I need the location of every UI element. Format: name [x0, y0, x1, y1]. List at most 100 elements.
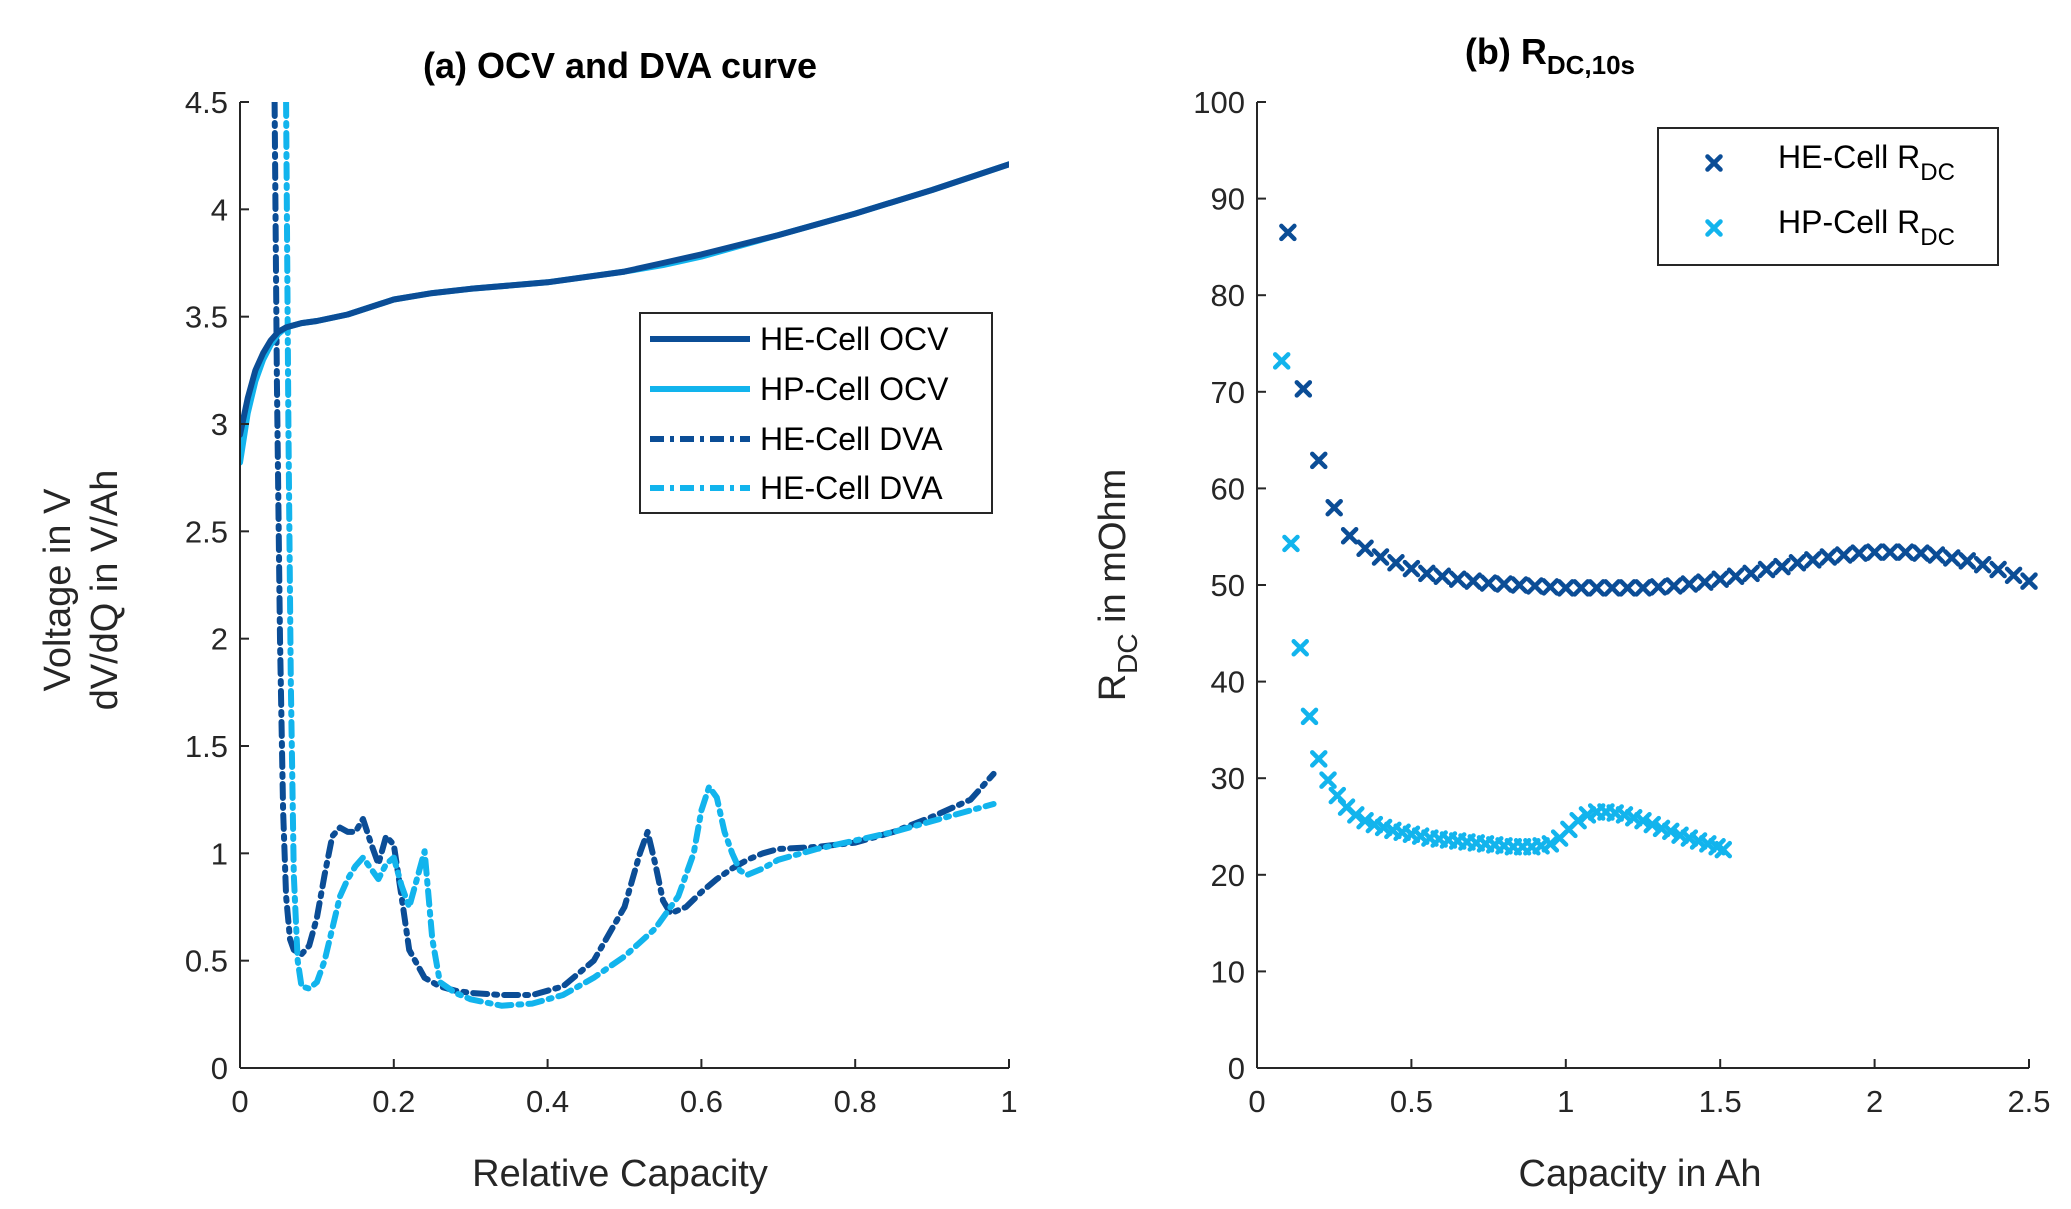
scatter-point-series-0 [1325, 498, 1343, 517]
scatter-point-series-0 [1742, 564, 1760, 583]
scatter-point-series-0 [1757, 560, 1776, 579]
scatter-point-series-0 [1958, 552, 1976, 570]
scatter-point-series-0 [1865, 543, 1884, 561]
legend-label-hp-rdc-main: HP-Cell R [1778, 204, 1920, 240]
panel-b-y-axis-label-rest: in mOhm [1092, 469, 1134, 634]
scatter-point-series-0 [1294, 380, 1313, 398]
scatter-point-series-0 [1557, 579, 1575, 597]
scatter-point-series-1 [1347, 806, 1365, 824]
legend-label-he-rdc-main: HE-Cell R [1778, 139, 1920, 175]
legend-label-hp-ocv: HP-Cell OCV [760, 371, 949, 407]
legend-x-marker-he [1705, 154, 1723, 172]
y-tick-label: 90 [1211, 182, 1245, 217]
panel-a-axes [239, 102, 1009, 1069]
scatter-point-series-1 [1541, 835, 1560, 853]
scatter-point-series-0 [1989, 560, 2007, 579]
y-tick-label: 100 [1193, 85, 1245, 120]
y-tick-label: 0 [211, 1051, 228, 1086]
scatter-point-series-0 [1819, 548, 1838, 566]
scatter-point-series-1 [1662, 822, 1680, 841]
scatter-point-series-1 [1291, 639, 1309, 657]
legend-label-hp-rdc-sub: DC [1920, 224, 1955, 251]
scatter-point-series-0 [1356, 539, 1374, 558]
series-line-2 [271, 102, 997, 998]
scatter-point-series-0 [1371, 548, 1390, 566]
scatter-point-series-0 [1495, 575, 1513, 593]
scatter-point-series-0 [1834, 546, 1853, 564]
panel-b-title-main: (b) R [1465, 31, 1547, 72]
scatter-point-series-0 [1973, 555, 1992, 574]
scatter-point-series-0 [1773, 557, 1791, 576]
scatter-point-series-0 [1804, 551, 1822, 569]
y-tick-label: 30 [1211, 761, 1245, 796]
panel-a-x-ticks: 0 0.2 0.4 0.6 0.8 1 [231, 1059, 1018, 1119]
scatter-point-series-1 [1356, 811, 1374, 830]
x-tick-label: 0.2 [372, 1084, 415, 1119]
scatter-point-series-0 [1479, 574, 1498, 592]
scatter-point-series-0 [1850, 544, 1868, 562]
scatter-point-series-0 [1402, 559, 1421, 578]
panel-a-title: (a) OCV and DVA curve [423, 45, 817, 86]
scatter-point-series-0 [1665, 577, 1683, 595]
panel-a-ocv-dva: (a) OCV and DVA curve 0 0.2 0.4 0.6 0.8 1 0 0.… [37, 45, 1018, 1195]
series-line-3 [283, 102, 997, 1009]
legend-label-he-dva: HE-Cell DVA [760, 421, 943, 457]
y-tick-label: 50 [1211, 568, 1245, 603]
x-tick-label: 1 [1557, 1084, 1574, 1119]
scatter-point-series-0 [1448, 570, 1467, 588]
y-tick-label: 3 [211, 407, 228, 442]
y-tick-label: 20 [1211, 858, 1245, 893]
y-tick-label: 80 [1211, 278, 1245, 313]
scatter-point-series-0 [1711, 570, 1729, 588]
scatter-point-series-0 [1881, 543, 1899, 561]
scatter-point-series-0 [1912, 544, 1930, 562]
panel-a-y-ticks: 0 0.5 1 1.5 2 2.5 3 3.5 4 4.5 [185, 85, 249, 1086]
scatter-point-series-0 [1279, 223, 1297, 242]
legend-x-marker-hp [1705, 219, 1723, 237]
x-tick-label: 0.5 [1390, 1084, 1433, 1119]
legend-label-hp-rdc: HP-Cell RDC [1778, 204, 1955, 251]
panel-b-rdc: (b) RDC,10s 0 0.5 1 1.5 2 2.5 0 10 20 30 40 50 60 70… [1092, 31, 2051, 1195]
scatter-point-series-0 [1572, 579, 1590, 597]
scatter-point-series-1 [1714, 840, 1733, 859]
scatter-point-series-0 [1896, 543, 1915, 561]
panel-a-y-axis-label-line1-group: Voltage in V [37, 488, 79, 691]
legend-label-he-ocv: HE-Cell OCV [760, 321, 949, 357]
scatter-point-series-0 [1387, 554, 1405, 572]
panel-b-y-axis-label: RDC in mOhm [1092, 469, 1143, 702]
panel-b-title: (b) RDC,10s [1465, 31, 1635, 80]
y-tick-label: 2 [211, 622, 228, 657]
legend-marker-he-rdc [1705, 154, 1723, 172]
scatter-point-series-0 [1464, 572, 1482, 590]
panel-b-y-axis-label-main: R [1092, 674, 1134, 701]
x-tick-label: 0.6 [680, 1084, 723, 1119]
scatter-point-series-1 [1634, 811, 1652, 830]
y-tick-label: 0 [1228, 1051, 1245, 1086]
legend-marker-hp-rdc [1705, 219, 1723, 237]
scatter-point-series-1 [1569, 811, 1587, 830]
y-tick-label: 40 [1211, 665, 1245, 700]
series-line-0 [240, 161, 1009, 438]
scatter-point-series-0 [1340, 526, 1359, 545]
panel-a-x-axis-label: Relative Capacity [472, 1153, 768, 1195]
scatter-point-series-1 [1310, 750, 1328, 768]
y-tick-label: 10 [1211, 954, 1245, 989]
scatter-point-series-0 [1680, 575, 1699, 593]
scatter-point-series-0 [1541, 578, 1560, 596]
panel-b-legend-box [1657, 127, 1999, 266]
scatter-point-series-0 [1526, 577, 1544, 595]
scatter-point-series-0 [2020, 572, 2038, 590]
panel-a-legend-box [639, 312, 993, 514]
panel-b-legend: HE-Cell RDC HP-Cell RDC [1657, 127, 1999, 266]
legend-label-he-rdc: HE-Cell RDC [1778, 139, 1955, 186]
panel-a-y-axis-label-line2-group: dV/dQ in V/Ah [84, 470, 126, 711]
x-tick-label: 1.5 [1699, 1084, 1742, 1119]
scatter-point-series-0 [1943, 549, 1961, 567]
panel-a-y-axis-label-line2: dV/dQ in V/Ah [84, 470, 126, 711]
scatter-point-series-1 [1300, 707, 1319, 726]
scatter-point-series-0 [1510, 576, 1529, 594]
panel-b-x-axis-label: Capacity in Ah [1519, 1153, 1762, 1195]
y-tick-label: 3.5 [185, 300, 228, 335]
panel-b-y-ticks: 0 10 20 30 40 50 60 70 80 90 100 [1193, 85, 1266, 1086]
